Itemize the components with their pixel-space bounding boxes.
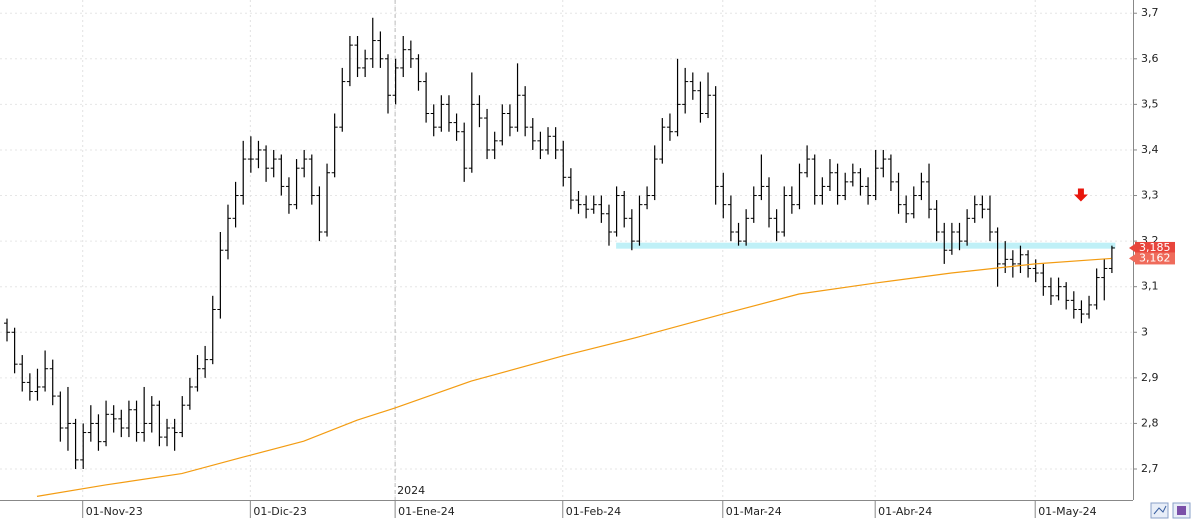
price-label-box [1135, 241, 1175, 254]
x-tick-label: 01-May-24 [1038, 505, 1096, 518]
price-label: 3,162 [1139, 251, 1171, 264]
y-tick-label: 3,6 [1141, 52, 1159, 65]
y-tick-label: 3,7 [1141, 6, 1159, 19]
price-label-box [1135, 252, 1175, 265]
x-tick-label: 01-Feb-24 [566, 505, 621, 518]
signal-arrow [1073, 188, 1088, 202]
save-icon [1177, 506, 1186, 515]
y-tick-label: 2,9 [1141, 371, 1159, 384]
x-tick-label: 01-Nov-23 [86, 505, 143, 518]
y-tick-label: 3,3 [1141, 189, 1159, 202]
x-tick-label: 01-Dic-23 [253, 505, 307, 518]
x-tick-label: 01-Mar-24 [726, 505, 782, 518]
year-label: 2024 [397, 484, 425, 497]
y-tick-label: 2,7 [1141, 462, 1159, 475]
x-tick-label: 01-Abr-24 [878, 505, 932, 518]
zoom-icon [1153, 505, 1167, 515]
moving-average [36, 257, 1112, 497]
x-tick-label: 01-Ene-24 [398, 505, 455, 518]
y-tick-label: 3 [1141, 325, 1148, 338]
price-label: 3,185 [1139, 241, 1171, 254]
level-band [616, 242, 1116, 249]
y-tick-label: 3,5 [1141, 97, 1159, 110]
zoom-button[interactable] [1150, 502, 1169, 519]
y-tick-label: 2,8 [1141, 416, 1159, 429]
price-label-pointer [1129, 243, 1135, 252]
y-tick-label: 3,1 [1141, 280, 1159, 293]
price-label-pointer [1129, 254, 1135, 263]
y-tick-label: 3,4 [1141, 143, 1159, 156]
